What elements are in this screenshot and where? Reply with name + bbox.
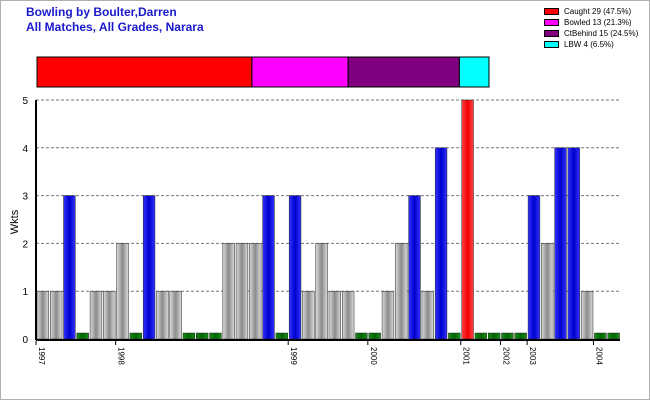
bar xyxy=(408,195,421,340)
x-tick-label: 2001 xyxy=(462,347,471,365)
bar xyxy=(448,332,461,340)
legend-swatch xyxy=(544,8,559,15)
bar xyxy=(315,243,328,340)
bar xyxy=(488,332,501,340)
bar xyxy=(302,290,315,340)
bar xyxy=(541,243,554,340)
bar xyxy=(76,332,89,340)
bar xyxy=(381,290,395,340)
y-tick-label: 2 xyxy=(22,239,28,250)
stack-segment-caught xyxy=(36,56,253,88)
bar xyxy=(501,332,514,340)
bar xyxy=(421,290,434,340)
x-tick-label: 2003 xyxy=(528,347,537,365)
y-tick-label: 1 xyxy=(22,287,28,298)
y-tick-label: 0 xyxy=(22,335,28,346)
bar xyxy=(196,332,209,340)
legend-label: LBW 4 (6.5%) xyxy=(564,40,614,49)
bar xyxy=(116,243,129,340)
x-tick-label: 2002 xyxy=(502,347,511,365)
legend: Caught 29 (47.5%) Bowled 13 (21.3%) CtBe… xyxy=(544,6,638,50)
bar xyxy=(342,290,355,340)
bar xyxy=(527,195,541,340)
bar xyxy=(182,332,196,340)
bar xyxy=(169,290,182,340)
legend-item-bowled: Bowled 13 (21.3%) xyxy=(544,17,638,28)
legend-label: Bowled 13 (21.3%) xyxy=(564,18,632,27)
bar xyxy=(355,332,368,340)
chart-subtitle: All Matches, All Grades, Narara xyxy=(26,20,204,34)
bar xyxy=(567,147,580,340)
bar xyxy=(235,243,249,340)
bar xyxy=(328,290,342,340)
y-axis-label: Wkts xyxy=(9,209,21,234)
stack-segment-bowled xyxy=(251,56,349,88)
bar xyxy=(50,290,63,340)
x-tick-label: 1999 xyxy=(289,347,298,365)
bar xyxy=(129,332,142,340)
bar xyxy=(514,332,527,340)
legend-label: CtBehind 15 (24.5%) xyxy=(564,29,639,38)
bar xyxy=(209,332,222,340)
bar xyxy=(395,243,408,340)
x-tick-label: 1997 xyxy=(37,347,46,365)
chart-title: Bowling by Boulter,Darren xyxy=(26,5,177,19)
x-tick-label: 2004 xyxy=(594,347,603,365)
bar xyxy=(434,147,448,340)
bar xyxy=(594,332,607,340)
bar xyxy=(142,195,156,340)
bar xyxy=(288,195,302,340)
bar xyxy=(249,243,262,340)
x-tick-label: 1998 xyxy=(117,347,126,365)
legend-item-lbw: LBW 4 (6.5%) xyxy=(544,39,638,50)
legend-item-ctbehind: CtBehind 15 (24.5%) xyxy=(544,28,638,39)
bar xyxy=(103,290,116,340)
bar xyxy=(156,290,169,340)
bar xyxy=(607,332,620,340)
bar xyxy=(63,195,76,340)
bar xyxy=(262,195,275,340)
y-tick-label: 4 xyxy=(22,144,28,155)
legend-item-caught: Caught 29 (47.5%) xyxy=(544,6,638,17)
bar xyxy=(275,332,288,340)
bar xyxy=(474,332,488,340)
bar xyxy=(554,147,567,340)
legend-swatch xyxy=(544,30,559,37)
bar xyxy=(368,332,381,340)
bar xyxy=(89,290,103,340)
stack-segment-lbw xyxy=(458,56,490,88)
x-tick-label: 2000 xyxy=(369,347,378,365)
y-tick-label: 5 xyxy=(22,96,28,107)
bar xyxy=(461,99,474,340)
bar xyxy=(222,243,235,340)
legend-swatch xyxy=(544,19,559,26)
legend-swatch xyxy=(544,41,559,48)
bar xyxy=(580,290,594,340)
y-tick-label: 3 xyxy=(22,192,28,203)
bar xyxy=(36,290,50,340)
legend-label: Caught 29 (47.5%) xyxy=(564,7,632,16)
stack-segment-ctbehind xyxy=(347,56,460,88)
